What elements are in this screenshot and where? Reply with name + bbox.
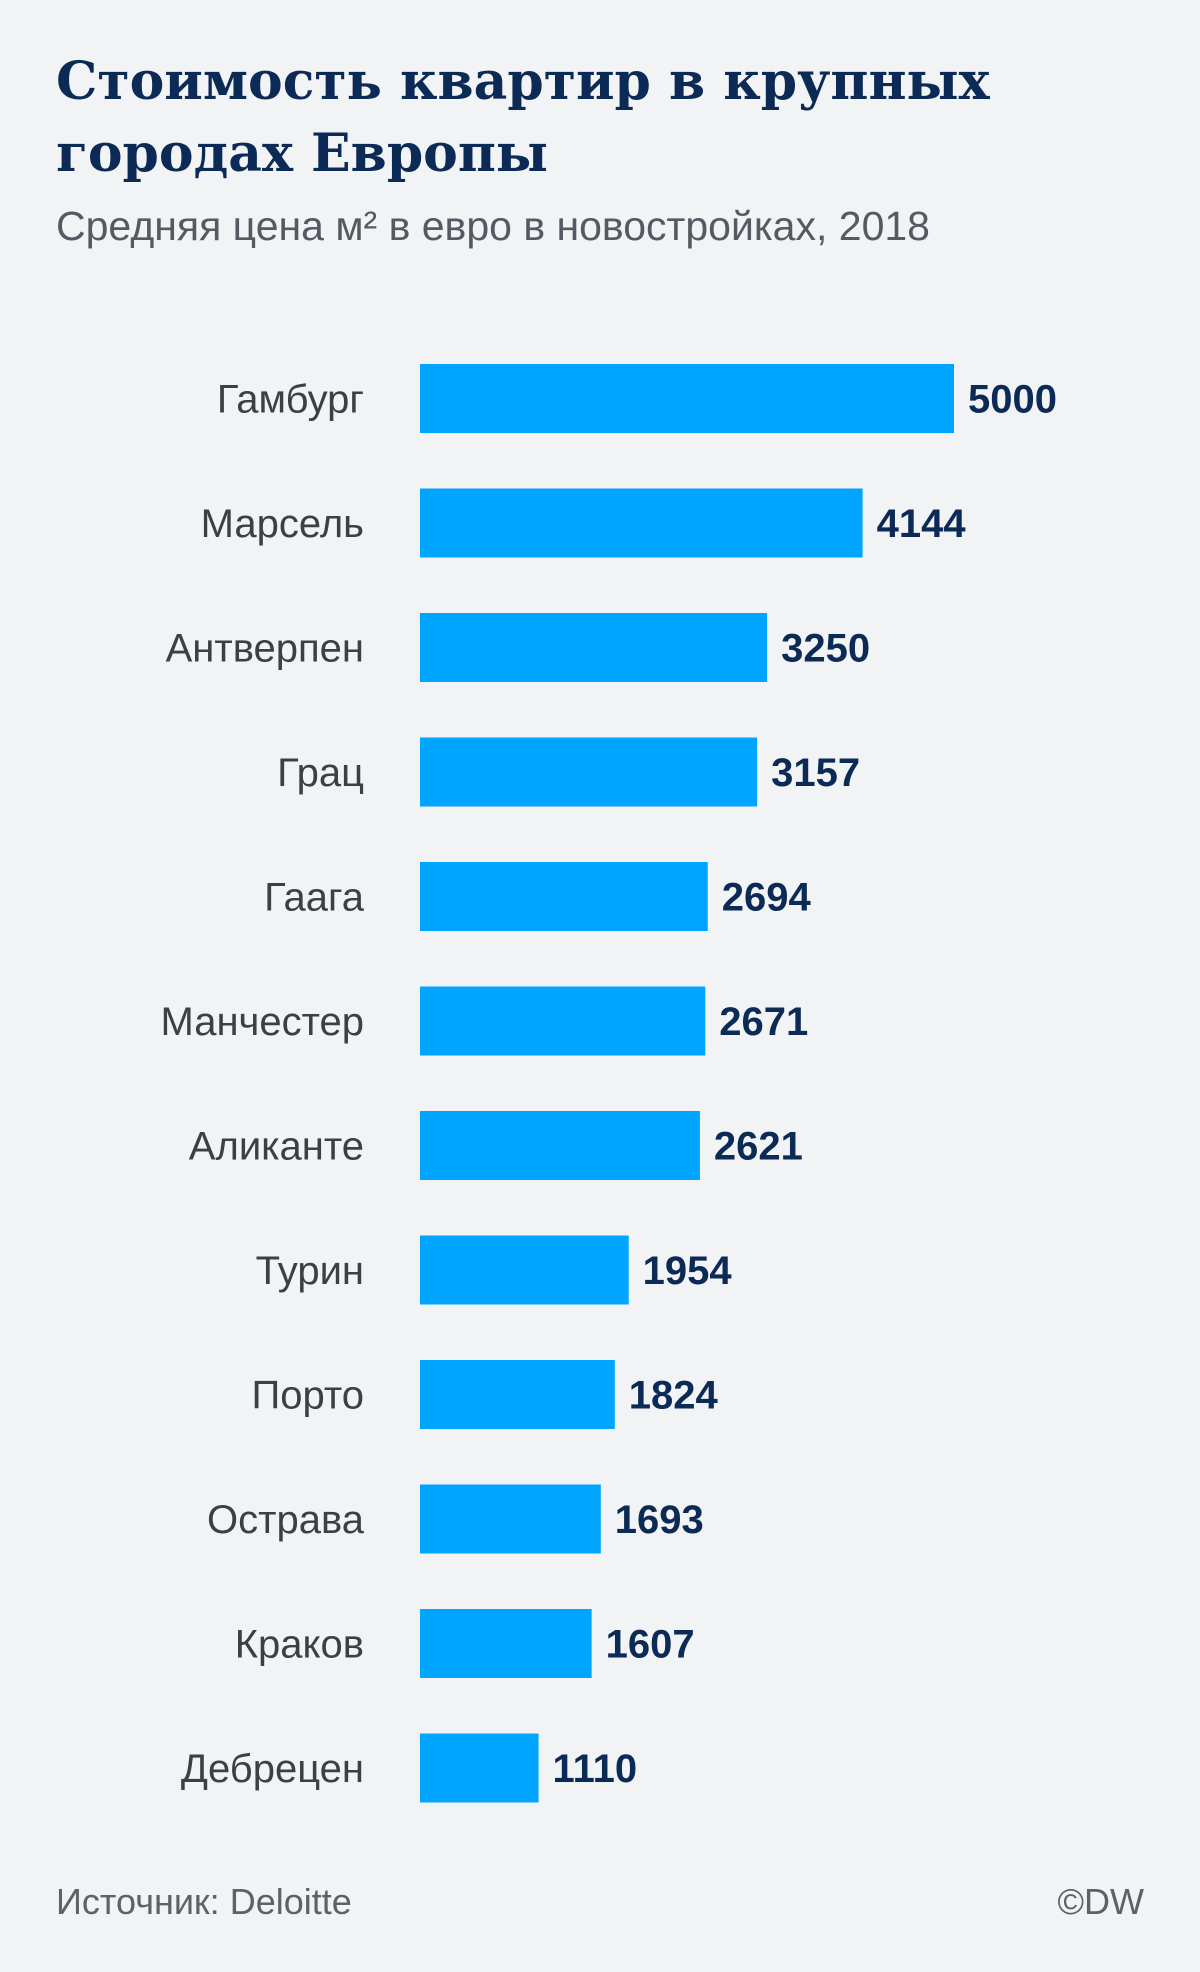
bar — [420, 862, 708, 931]
value-label: 4144 — [877, 502, 967, 546]
category-label: Острава — [207, 1498, 365, 1542]
bar — [420, 488, 863, 558]
value-label: 2621 — [714, 1125, 803, 1169]
category-label: Аликанте — [189, 1125, 364, 1169]
value-label: 3250 — [781, 627, 870, 671]
bar — [420, 364, 954, 433]
value-label: 1607 — [606, 1623, 695, 1667]
bar — [420, 1733, 539, 1803]
value-label: 1954 — [643, 1249, 733, 1293]
value-label: 2694 — [722, 876, 812, 920]
value-label: 2671 — [719, 1000, 808, 1044]
source-note: Источник: Deloitte — [56, 1881, 352, 1922]
category-label: Марсель — [201, 502, 364, 546]
category-label: Порто — [252, 1374, 364, 1418]
value-label: 5000 — [968, 378, 1057, 422]
chart-title: Стоимость квартир в крупных городах Евро… — [56, 51, 990, 184]
value-label: 1110 — [553, 1747, 638, 1791]
bar — [420, 1360, 615, 1429]
bar — [420, 1484, 601, 1554]
bar — [420, 1235, 629, 1305]
category-label: Антверпен — [166, 627, 364, 671]
bar — [420, 737, 758, 807]
bar — [420, 986, 706, 1056]
category-label: Турин — [256, 1249, 364, 1293]
chart-subtitle: Средняя цена м² в евро в новостройках, 2… — [56, 203, 930, 249]
category-label: Дебрецен — [181, 1747, 364, 1791]
value-label: 1693 — [615, 1498, 704, 1542]
value-label: 3157 — [771, 751, 860, 795]
category-label: Краков — [235, 1623, 364, 1667]
copyright-credit: ©DW — [1057, 1881, 1144, 1922]
bar — [420, 1111, 700, 1180]
category-label: Манчестер — [160, 1000, 364, 1044]
value-label: 1824 — [629, 1374, 719, 1418]
bar — [420, 613, 768, 682]
bar — [420, 1609, 592, 1678]
category-label: Гаага — [264, 876, 365, 920]
category-label: Грац — [277, 751, 364, 795]
category-label: Гамбург — [217, 378, 364, 422]
